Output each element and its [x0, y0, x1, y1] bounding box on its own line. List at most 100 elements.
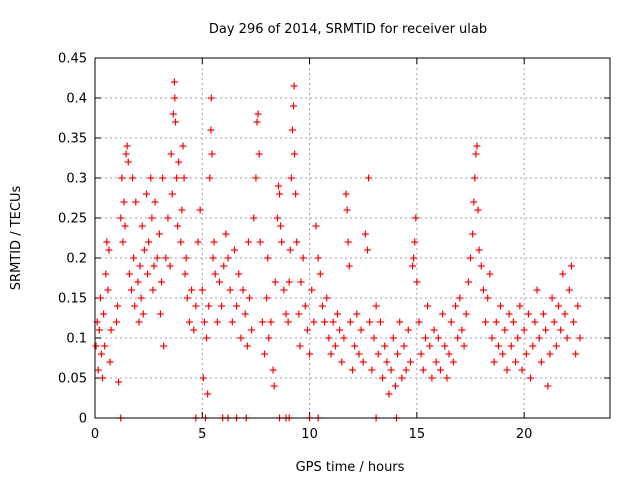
data-point — [400, 342, 408, 350]
data-point — [101, 342, 109, 350]
data-point — [473, 142, 481, 150]
data-point — [439, 310, 447, 318]
data-point — [574, 302, 582, 310]
data-point — [520, 326, 528, 334]
y-tick-label: 0.35 — [58, 132, 87, 147]
data-point — [529, 342, 537, 350]
y-tick-label: 0.25 — [58, 212, 87, 227]
data-point — [282, 310, 290, 318]
data-point — [469, 230, 477, 238]
data-point — [505, 310, 513, 318]
data-point — [385, 390, 393, 398]
data-point — [292, 190, 300, 198]
data-point — [145, 238, 153, 246]
data-point — [182, 254, 190, 262]
data-point — [107, 326, 115, 334]
data-point — [284, 318, 292, 326]
x-tick-label: 15 — [409, 427, 426, 442]
data-point — [246, 294, 253, 302]
x-axis-label: GPS time / hours — [296, 460, 405, 475]
data-point — [177, 238, 185, 246]
data-point — [419, 366, 427, 374]
data-point — [345, 262, 353, 270]
x-tick-labels: 0 5 10 15 20 — [91, 427, 533, 442]
data-point — [297, 278, 305, 286]
data-point — [254, 110, 262, 118]
data-point — [213, 318, 221, 326]
data-point — [296, 342, 304, 350]
data-point — [124, 158, 132, 166]
data-point — [122, 150, 130, 158]
data-point — [394, 350, 402, 358]
y-tick-label: 0.45 — [58, 52, 87, 67]
data-point — [379, 374, 387, 382]
data-point — [563, 334, 571, 342]
data-point — [230, 246, 238, 254]
data-points — [92, 78, 584, 422]
data-point — [192, 302, 200, 310]
data-point — [331, 342, 339, 350]
data-point — [340, 334, 348, 342]
data-point — [218, 302, 226, 310]
y-axis-label: SRMTID / TECUs — [9, 186, 24, 291]
data-point — [199, 374, 207, 382]
data-point — [148, 214, 156, 222]
data-point — [552, 342, 560, 350]
data-point — [160, 342, 168, 350]
data-point — [206, 174, 214, 182]
data-point — [512, 358, 520, 366]
data-point — [207, 126, 215, 134]
data-point — [156, 310, 164, 318]
data-point — [470, 198, 478, 206]
data-point — [361, 230, 369, 238]
data-point — [518, 366, 526, 374]
data-point — [198, 286, 206, 294]
data-point — [233, 302, 241, 310]
data-point — [544, 382, 552, 390]
data-point — [490, 358, 498, 366]
data-point — [474, 206, 482, 214]
data-point — [155, 230, 163, 238]
data-point — [244, 238, 252, 246]
data-point — [286, 246, 294, 254]
data-point — [103, 238, 111, 246]
data-point — [387, 366, 395, 374]
data-point — [353, 310, 361, 318]
data-point — [120, 198, 128, 206]
data-point — [404, 326, 412, 334]
data-point — [370, 334, 378, 342]
data-point — [561, 310, 569, 318]
data-point — [264, 254, 272, 262]
data-point — [406, 358, 414, 366]
data-point — [503, 366, 511, 374]
data-point — [398, 374, 406, 382]
data-point — [323, 294, 331, 302]
data-point — [271, 278, 279, 286]
data-point — [277, 222, 285, 230]
chart-title: Day 296 of 2014, SRMTID for receiver ula… — [209, 22, 487, 37]
data-point — [256, 238, 264, 246]
data-point — [222, 230, 230, 238]
data-point — [215, 278, 223, 286]
data-point — [174, 222, 182, 230]
data-point — [527, 374, 535, 382]
data-point — [306, 350, 314, 358]
y-tick-label: 0.3 — [66, 172, 87, 187]
data-point — [287, 174, 295, 182]
data-point — [291, 150, 299, 158]
data-point — [130, 254, 138, 262]
data-point — [263, 294, 271, 302]
data-point — [136, 262, 144, 270]
data-point — [252, 174, 260, 182]
data-point — [452, 302, 459, 310]
data-point — [479, 286, 487, 294]
data-point — [273, 214, 281, 222]
data-point — [467, 254, 475, 262]
data-point — [269, 366, 277, 374]
data-point — [488, 334, 496, 342]
data-point — [211, 270, 219, 278]
data-point — [535, 334, 543, 342]
data-point — [499, 350, 507, 358]
data-point — [135, 318, 143, 326]
data-point — [374, 350, 382, 358]
